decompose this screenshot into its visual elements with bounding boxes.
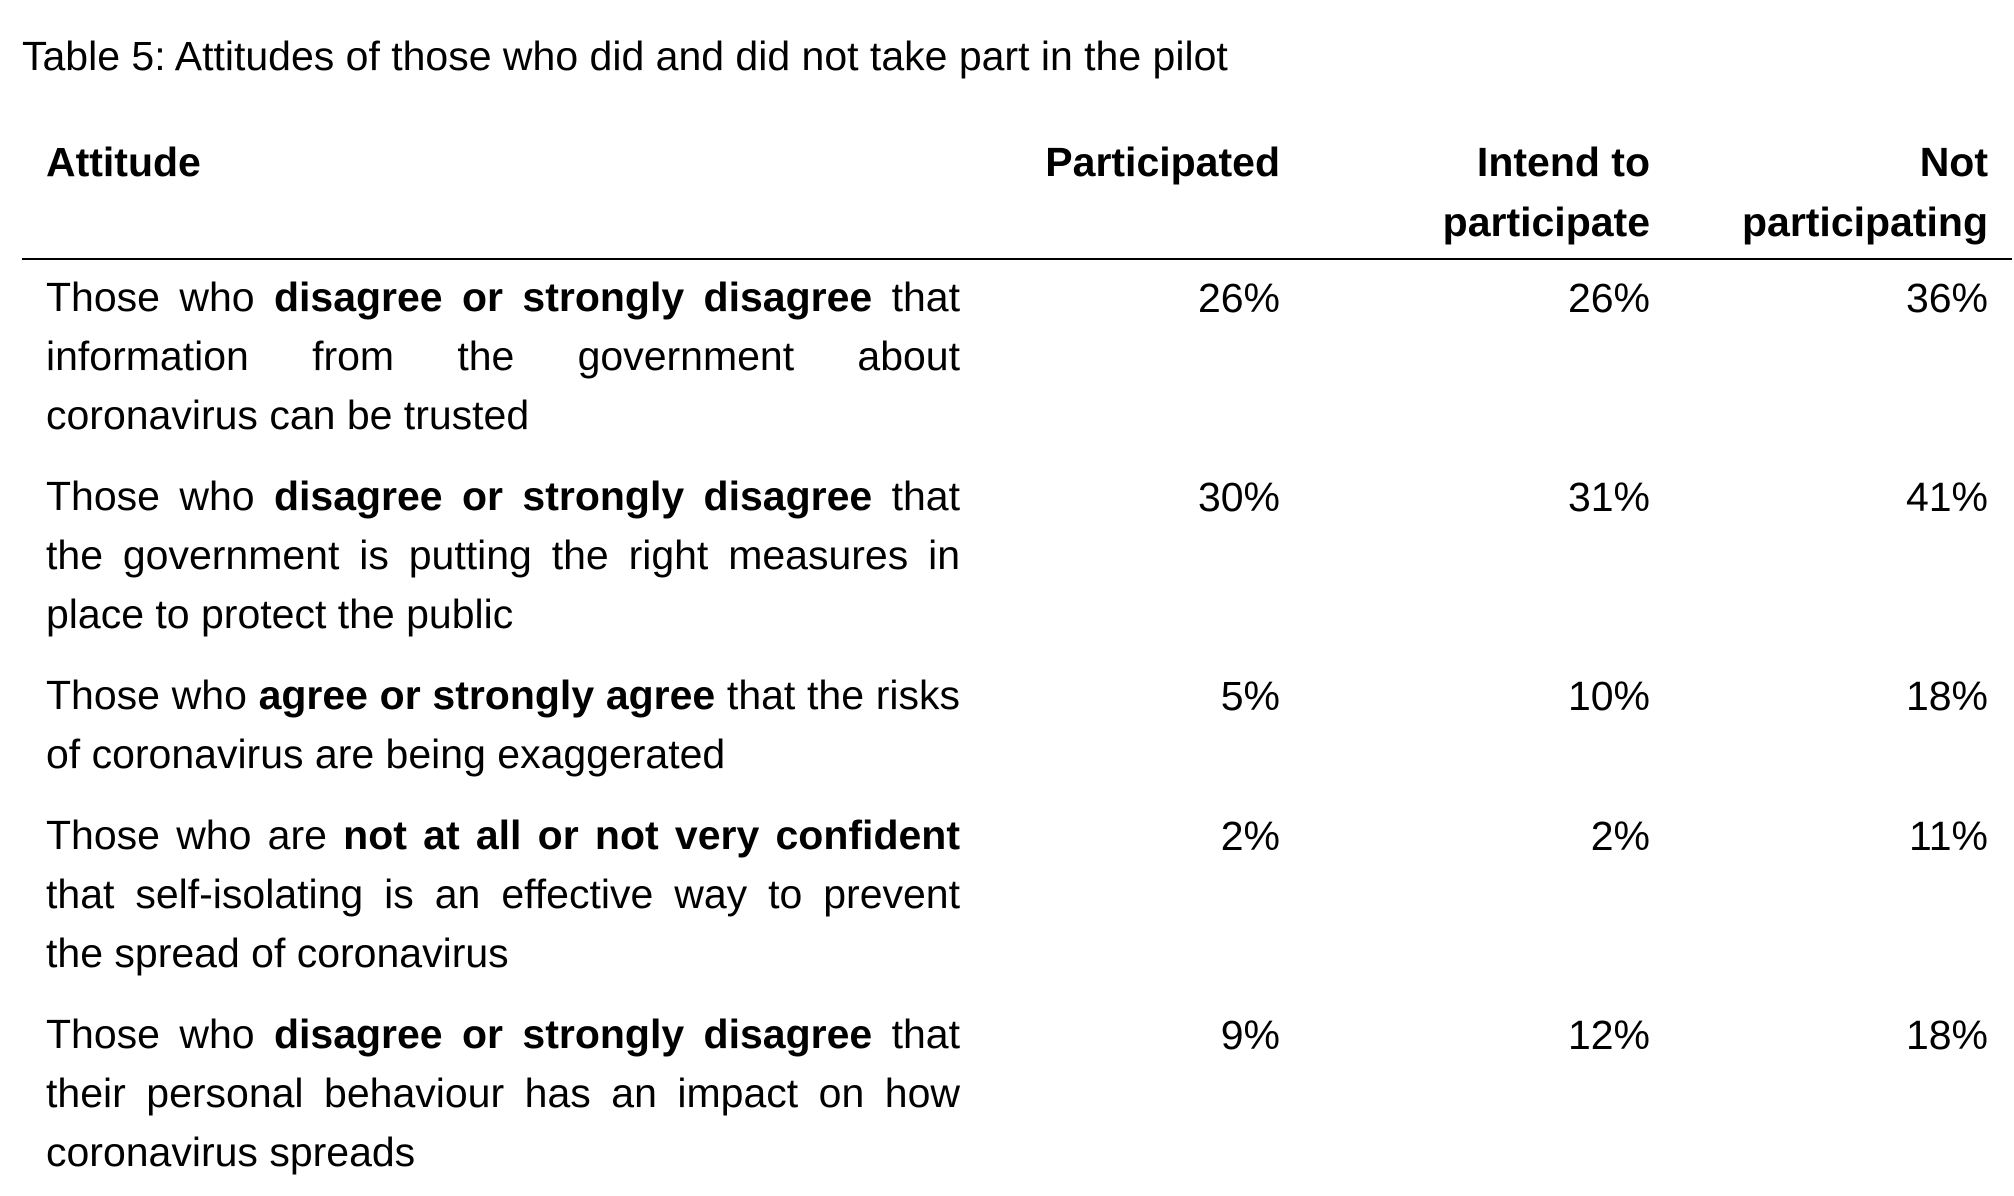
- attitude-cell: Those who disagree or strongly disagree …: [22, 997, 984, 1196]
- not-participating-value: 41%: [1905, 474, 1988, 520]
- table-row: Those who disagree or strongly disagree …: [22, 997, 2012, 1196]
- table-caption: Table 5: Attitudes of those who did and …: [22, 33, 1228, 79]
- intend-value: 2%: [1590, 813, 1650, 859]
- header-intend-line2: participate: [1442, 199, 1650, 245]
- intend-value: 12%: [1567, 1012, 1650, 1058]
- intend-value: 31%: [1567, 474, 1650, 520]
- not-participating-value: 36%: [1905, 275, 1988, 321]
- not-participating-value: 18%: [1905, 1012, 1988, 1058]
- attitude-prefix: Those who: [46, 274, 274, 320]
- not-participating-value: 18%: [1905, 673, 1988, 719]
- attitude-emphasis: disagree or strongly disagree: [273, 274, 873, 320]
- header-attitude: Attitude: [22, 126, 984, 260]
- attitude-cell: Those who agree or strongly agree that t…: [22, 658, 984, 798]
- table-row: Those who agree or strongly agree that t…: [22, 658, 2012, 798]
- table-row: Those who are not at all or not very con…: [22, 798, 2012, 997]
- participated-value: 9%: [1220, 1012, 1280, 1058]
- header-row: Attitude Participated Intend to participa…: [22, 126, 2012, 260]
- attitude-emphasis: disagree or strongly disagree: [273, 1011, 873, 1057]
- participated-value: 5%: [1220, 673, 1280, 719]
- attitude-prefix: Those who: [46, 473, 274, 519]
- attitude-emphasis: disagree or strongly disagree: [273, 473, 873, 519]
- attitude-suffix: that information from the government abo…: [46, 274, 960, 438]
- attitude-suffix: that the government is putting the right…: [46, 473, 960, 637]
- participated-value: 26%: [1197, 275, 1280, 321]
- attitude-emphasis: not at all or not very confident: [343, 812, 960, 858]
- header-not-line1: Not: [1919, 139, 1988, 185]
- attitude-suffix: that their personal behaviour has an imp…: [46, 1011, 960, 1175]
- attitude-emphasis: agree or strongly agree: [258, 672, 716, 718]
- header-not-participating: Not participating: [1674, 126, 2012, 260]
- participated-value: 30%: [1197, 474, 1280, 520]
- intend-value: 26%: [1567, 275, 1650, 321]
- participated-value: 2%: [1220, 813, 1280, 859]
- header-not-line2: participating: [1741, 199, 1988, 245]
- intend-value: 10%: [1567, 673, 1650, 719]
- attitude-cell: Those who disagree or strongly disagree …: [22, 259, 984, 459]
- attitude-prefix: Those who: [46, 1011, 274, 1057]
- not-participating-value: 11%: [1908, 813, 1988, 859]
- attitude-cell: Those who disagree or strongly disagree …: [22, 459, 984, 658]
- header-participated: Participated: [984, 126, 1304, 260]
- header-intend-to-participate: Intend to participate: [1304, 126, 1674, 260]
- attitudes-table: Attitude Participated Intend to participa…: [22, 126, 2012, 1196]
- table-row: Those who disagree or strongly disagree …: [22, 259, 2012, 459]
- attitude-cell: Those who are not at all or not very con…: [22, 798, 984, 997]
- attitude-suffix: that self-isolating is an effective way …: [46, 871, 960, 976]
- header-intend-line1: Intend to: [1476, 139, 1650, 185]
- attitude-prefix: Those who are: [46, 812, 344, 858]
- attitude-prefix: Those who: [46, 672, 259, 718]
- attitude-suffix: that the risks of coronavirus are being …: [46, 672, 960, 777]
- table-row: Those who disagree or strongly disagree …: [22, 459, 2012, 658]
